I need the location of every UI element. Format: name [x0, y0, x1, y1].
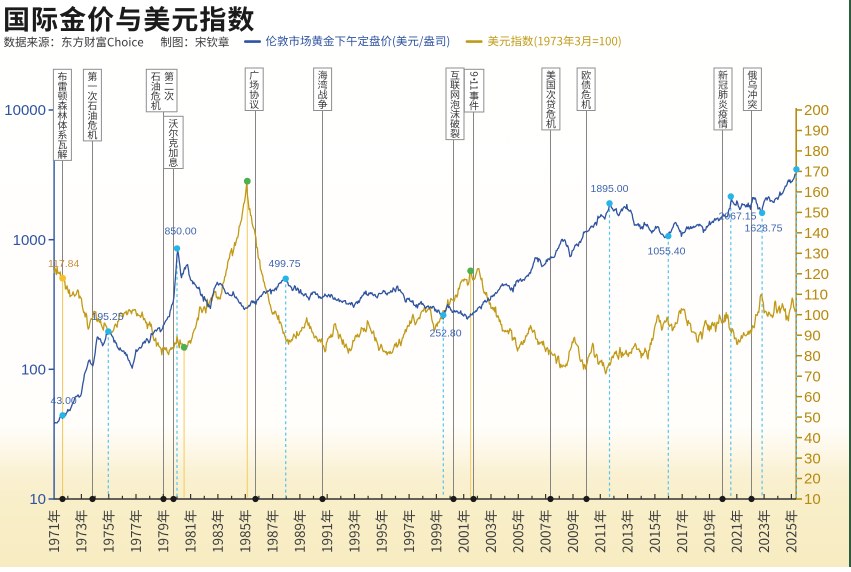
svg-text:80: 80: [804, 348, 821, 365]
svg-text:10: 10: [804, 491, 821, 508]
svg-text:499.75: 499.75: [269, 258, 301, 270]
svg-text:40: 40: [804, 430, 821, 447]
svg-text:2067.15: 2067.15: [719, 211, 757, 223]
svg-text:120: 120: [804, 266, 829, 283]
svg-text:110: 110: [804, 287, 828, 304]
svg-text:90: 90: [804, 327, 821, 344]
svg-text:30: 30: [804, 450, 821, 467]
svg-text:10000: 10000: [4, 102, 46, 119]
svg-text:190: 190: [804, 123, 829, 140]
svg-text:70: 70: [804, 368, 821, 385]
svg-text:1055.40: 1055.40: [648, 246, 686, 258]
svg-text:140: 140: [804, 225, 829, 242]
svg-text:10: 10: [29, 491, 46, 508]
svg-text:850.00: 850.00: [165, 226, 197, 238]
svg-text:130: 130: [804, 246, 829, 263]
svg-text:50: 50: [804, 409, 821, 426]
svg-text:195.25: 195.25: [92, 311, 124, 323]
svg-text:43.00: 43.00: [51, 395, 77, 407]
svg-text:150: 150: [804, 205, 829, 222]
svg-text:180: 180: [804, 143, 829, 160]
svg-text:100: 100: [804, 307, 829, 324]
svg-text:1628.75: 1628.75: [745, 223, 783, 235]
svg-text:1000: 1000: [13, 232, 46, 249]
svg-text:20: 20: [804, 471, 821, 488]
svg-text:60: 60: [804, 389, 821, 406]
svg-text:117.84: 117.84: [48, 258, 79, 270]
svg-text:1895.00: 1895.00: [591, 183, 629, 195]
svg-text:100: 100: [21, 362, 46, 379]
svg-text:200: 200: [804, 102, 829, 119]
svg-text:160: 160: [804, 184, 829, 201]
svg-text:252.80: 252.80: [430, 328, 462, 340]
svg-text:170: 170: [804, 164, 829, 181]
